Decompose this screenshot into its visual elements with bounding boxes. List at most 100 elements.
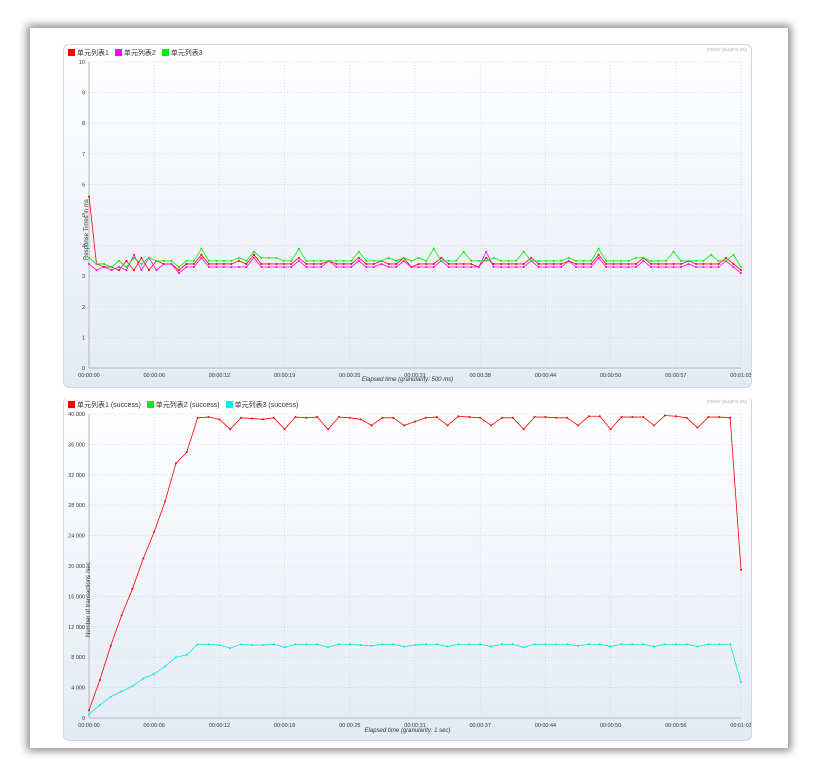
data-point [164,665,167,668]
data-point [577,644,579,647]
data-point [272,643,275,646]
legend-item-2: 单元列表2 [114,48,156,58]
data-point [222,262,225,265]
legend-item-1: 单元列表1 (success) [68,400,141,410]
x-tick-label: 00:01:03 [730,373,751,379]
data-point [417,266,420,269]
data-point [98,679,101,681]
data-point [665,259,668,262]
data-point [320,266,323,269]
y-tick-label: 2 [82,305,85,311]
data-point [305,259,308,262]
legend-item-3: 单元列表3 (success) [225,400,298,410]
data-point [297,259,300,262]
data-point [522,646,525,649]
data-point [685,416,688,419]
data-point [457,643,460,646]
data-point [533,416,536,419]
data-point [560,266,563,269]
data-point [657,259,660,262]
legend: 单元列表1 单元列表2 单元列表3 [68,48,203,58]
x-tick-label: 00:00:44 [535,723,556,729]
data-point [717,266,720,269]
data-point [348,416,351,419]
data-point [695,266,698,269]
data-point [392,416,395,419]
data-point [132,256,135,259]
data-point [387,256,390,259]
y-tick-label: 10 [79,60,85,66]
data-point [117,266,120,269]
data-point [192,259,195,262]
data-point [177,272,180,275]
legend-label: 单元列表1 [77,50,109,57]
data-point [200,247,203,250]
data-point [316,416,319,419]
data-point [414,420,416,423]
data-point [680,266,683,269]
y-tick-label: 12 000 [68,625,85,631]
data-point [507,262,510,265]
data-point [185,653,188,656]
data-point [372,266,375,269]
data-point [207,259,210,262]
data-point [435,643,438,646]
data-point [627,266,630,269]
data-point [267,262,270,265]
data-point [740,266,742,269]
y-tick-label: 4 000 [71,686,85,692]
data-point [598,415,601,418]
series-line-3 [88,247,742,268]
data-point [215,262,218,265]
data-point [403,645,406,648]
x-tick-label: 00:00:19 [274,373,295,379]
data-point [631,416,634,419]
data-point [207,416,210,419]
x-tick-label: 00:00:31 [404,723,425,729]
data-point [605,266,608,269]
data-point [147,269,150,272]
data-point [732,253,735,256]
y-tick-label: 8 [82,121,85,127]
data-point [88,262,90,265]
data-point [729,643,732,646]
data-point [410,266,413,269]
data-point [537,259,540,262]
data-point [680,262,683,265]
data-point [117,269,120,272]
data-point [567,256,570,259]
data-point [251,644,253,647]
data-point [462,262,465,265]
data-point [492,262,495,265]
data-point [417,256,420,259]
data-point [446,424,449,427]
transactions-chart: 单元列表1 (success) 单元列表2 (success) 单元列表3 (s… [63,397,752,741]
data-point [424,643,427,646]
data-point [162,259,165,262]
data-point [511,643,514,646]
data-point [490,424,493,427]
data-point [350,259,353,262]
x-tick-label: 00:00:06 [143,373,164,379]
plot-area: 0 1 2 3 4 5 6 7 8 9 10 00:00:00 00:00:06 00:00:12 00:0… [78,60,751,379]
data-point [447,259,450,262]
data-point [251,417,253,420]
data-point [687,259,690,262]
data-point [500,643,503,646]
data-point [260,262,263,265]
legend: 单元列表1 (success) 单元列表2 (success) 单元列表3 (s… [68,400,298,410]
data-point [710,253,713,256]
data-point [587,415,590,418]
data-point [447,266,450,269]
data-point [348,643,351,646]
data-point [267,266,270,269]
data-point [685,643,688,646]
data-point [707,643,710,646]
data-point [218,418,221,421]
data-point [642,259,645,262]
data-point [575,266,578,269]
data-point [432,266,435,269]
data-point [609,645,612,648]
y-tick-label: 7 [82,152,85,158]
y-tick-label: 16 000 [68,594,85,600]
